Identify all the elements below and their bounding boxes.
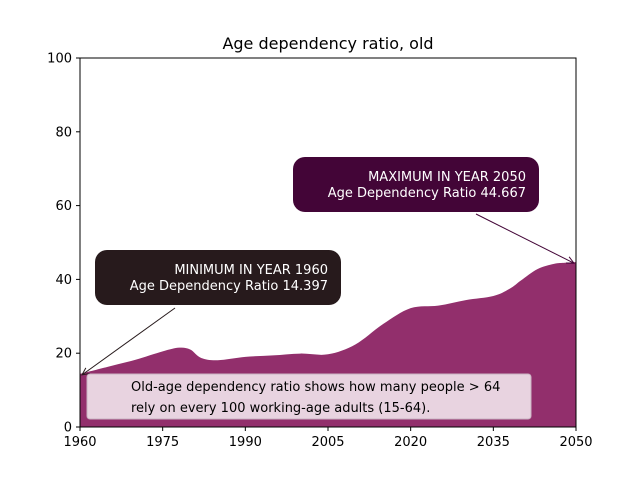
max-annotation-line2: Age Dependency Ratio 44.667	[328, 186, 526, 201]
min-arrow-head	[81, 367, 90, 376]
x-tick-label: 1990	[229, 435, 262, 450]
min-annotation-line1: MINIMUM IN YEAR 1960	[174, 263, 328, 278]
max-annotation-box	[293, 157, 539, 212]
x-axis: 1960 1975 1990 2005 2020 2035 2050	[63, 427, 593, 450]
x-tick-label: 1975	[146, 435, 179, 450]
x-tick-label: 2020	[394, 435, 427, 450]
y-tick-label: 40	[55, 273, 72, 288]
y-tick-label: 20	[55, 347, 72, 362]
y-tick-label: 0	[64, 421, 72, 436]
x-tick-label: 2005	[311, 435, 344, 450]
max-annotation-line1: MAXIMUM IN YEAR 2050	[368, 170, 526, 185]
y-axis: 0 20 40 60 80 100	[47, 52, 80, 436]
note-line1: Old-age dependency ratio shows how many …	[131, 380, 500, 395]
x-tick-label: 2050	[559, 435, 592, 450]
x-tick-label: 2035	[477, 435, 510, 450]
x-tick-label: 1960	[63, 435, 96, 450]
min-arrow	[81, 307, 176, 376]
y-tick-label: 60	[55, 199, 72, 214]
min-annotation-line2: Age Dependency Ratio 14.397	[130, 279, 328, 294]
note-box	[86, 373, 532, 420]
max-arrow	[475, 213, 575, 264]
y-tick-label: 100	[47, 52, 72, 67]
min-annotation-box	[95, 250, 341, 305]
max-arrow-head	[565, 256, 576, 264]
note-line2: rely on every 100 working-age adults (15…	[131, 401, 430, 416]
y-tick-label: 80	[55, 125, 72, 140]
chart-title: Age dependency ratio, old	[222, 34, 433, 53]
